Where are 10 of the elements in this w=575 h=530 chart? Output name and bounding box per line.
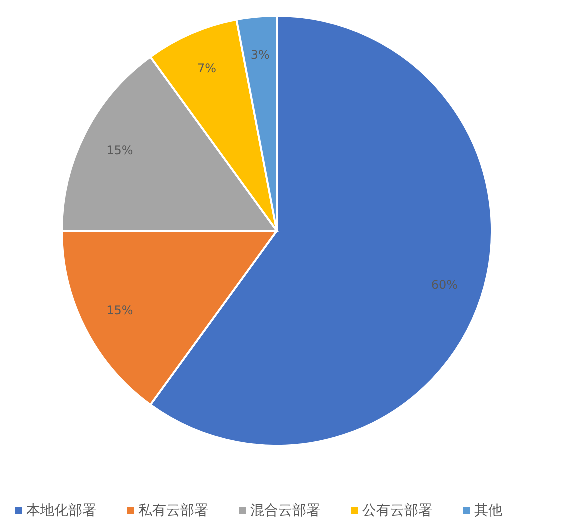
data-label: 3%	[250, 48, 270, 62]
data-label: 7%	[197, 61, 217, 76]
legend-label: 混合云部署	[250, 502, 320, 519]
data-label: 60%	[431, 278, 458, 292]
legend-label: 私有云部署	[138, 502, 208, 519]
legend-label: 其他	[474, 502, 502, 519]
legend-label: 公有云部署	[362, 502, 432, 519]
data-label: 15%	[106, 143, 134, 158]
legend-label: 本地化部署	[26, 502, 96, 519]
data-label: 15%	[106, 303, 134, 318]
